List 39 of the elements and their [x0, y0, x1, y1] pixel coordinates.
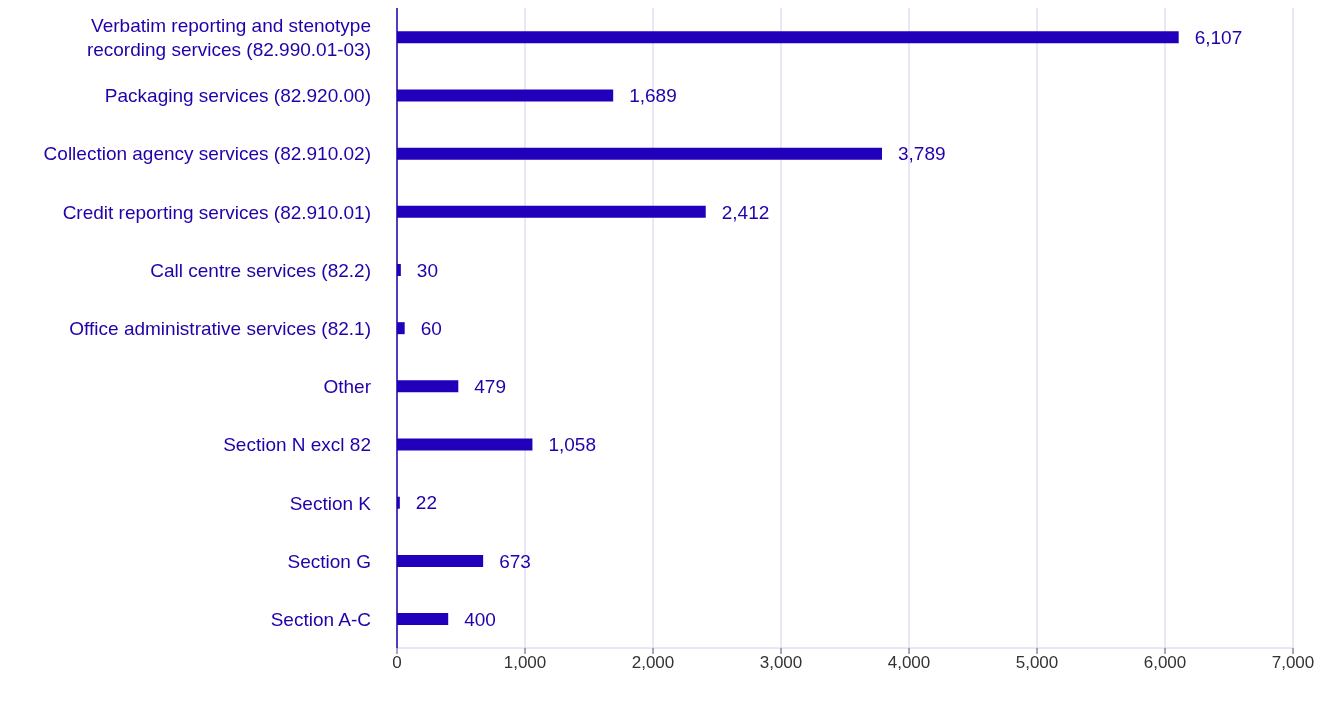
- bar: [397, 31, 1179, 44]
- data-label: 60: [420, 317, 442, 339]
- data-label: 400: [464, 608, 496, 630]
- bar: [397, 322, 405, 335]
- y-tick-label: Other: [323, 375, 372, 397]
- y-tick-label: Call centre services (82.2): [150, 259, 371, 281]
- bar: [397, 380, 459, 393]
- y-tick-label: Collection agency services (82.910.02): [43, 142, 371, 164]
- data-label: 673: [499, 550, 531, 572]
- data-label: 6,107: [1194, 27, 1243, 49]
- y-tick-label: Section G: [287, 550, 371, 572]
- data-label: 2,412: [721, 201, 770, 223]
- x-tick-label: 4,000: [887, 653, 931, 673]
- x-tick-label: 5,000: [1015, 653, 1059, 673]
- x-tick-label: 0: [392, 653, 402, 673]
- x-tick-label: 7,000: [1271, 653, 1315, 673]
- data-label: 30: [416, 259, 438, 281]
- x-tick-label: 6,000: [1143, 653, 1187, 673]
- data-label: 1,058: [548, 434, 596, 456]
- y-tick-label: Office administrative services (82.1): [69, 317, 371, 339]
- x-tick-label: 2,000: [631, 653, 675, 673]
- y-tick-label: Section K: [289, 492, 372, 514]
- x-tick-label: 3,000: [759, 653, 803, 673]
- y-tick-label: Packaging services (82.920.00): [104, 84, 371, 106]
- bar: [397, 205, 706, 218]
- data-label: 22: [415, 492, 437, 514]
- y-tick-label: Section N excl 82: [223, 433, 371, 455]
- bar: [397, 438, 533, 451]
- y-tick-label: Verbatim reporting and stenotype recording services (82.990.01-03): [86, 14, 371, 60]
- bar: [397, 613, 449, 626]
- data-label: 1,689: [629, 85, 677, 107]
- data-label: 479: [474, 376, 507, 398]
- data-label: 3,789: [897, 143, 946, 165]
- y-tick-label: Section A-C: [270, 608, 371, 630]
- bar: [397, 554, 484, 567]
- bar: [397, 89, 614, 102]
- y-tick-label: Credit reporting services (82.910.01): [62, 201, 371, 223]
- x-tick-label: 1,000: [503, 653, 547, 673]
- bar: [397, 147, 882, 160]
